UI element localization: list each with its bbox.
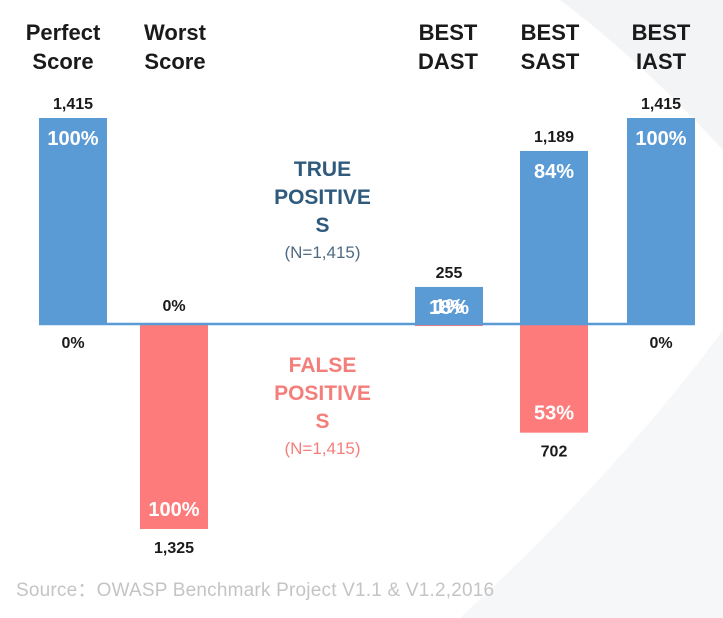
fp-count-label-worst-score: 1,325 xyxy=(154,540,194,557)
category-label-line: BEST xyxy=(631,20,691,45)
fp-percent-label-perfect-score: 0% xyxy=(61,335,84,352)
title-line: POSITIVE xyxy=(274,382,371,405)
fp-bar-worst-score xyxy=(140,324,208,529)
category-label-line: Score xyxy=(144,49,206,74)
fp-percent-label-best-iast: 0% xyxy=(649,335,672,352)
false-positives-n: (N=1,415) xyxy=(284,439,361,458)
fp-percent-label-worst-score: 100% xyxy=(148,499,199,521)
category-label-line: BEST xyxy=(520,20,580,45)
tp-bar-best-dast xyxy=(415,286,483,324)
tp-percent-label-worst-score: 0% xyxy=(162,298,185,315)
tp-bar-best-iast xyxy=(627,118,695,324)
category-label-best-iast: BEST IAST xyxy=(616,18,706,76)
category-label-worst-score: Worst Score xyxy=(130,18,220,76)
tp-percent-label-perfect-score: 100% xyxy=(47,128,98,150)
category-label-line: IAST xyxy=(635,49,687,74)
tp-percent-label-best-iast: 100% xyxy=(635,128,686,150)
tp-count-label-best-iast: 1,415 xyxy=(641,96,681,113)
tp-count-label-perfect-score: 1,415 xyxy=(53,96,93,113)
tp-bar-perfect-score xyxy=(39,118,107,324)
false-positives-title: FALSE POSITIVE S xyxy=(245,352,400,436)
true-positives-n: (N=1,415) xyxy=(284,243,361,262)
category-label-line: Score xyxy=(32,49,94,74)
title-line: S xyxy=(315,410,330,433)
title-line: S xyxy=(315,214,330,237)
category-label-line: Perfect xyxy=(25,20,101,45)
fp-count-label-best-sast: 702 xyxy=(541,444,568,461)
title-line: TRUE xyxy=(293,158,352,181)
category-label-line: BEST xyxy=(418,20,478,45)
true-positives-title: TRUE POSITIVE S xyxy=(245,156,400,240)
category-label-best-sast: BEST SAST xyxy=(505,18,595,76)
fp-percent-label-best-dast: 1% xyxy=(435,296,464,318)
tp-percent-label-best-sast: 84% xyxy=(534,161,574,183)
category-label-best-dast: BEST DAST xyxy=(403,18,493,76)
category-label-line: Worst xyxy=(144,20,206,45)
tp-percent-label-best-dast: 18% xyxy=(429,297,469,319)
title-line: FALSE xyxy=(288,354,357,377)
tp-count-label-best-sast: 1,189 xyxy=(534,129,574,146)
source-note: Source：OWASP Benchmark Project V1.1 & V1… xyxy=(16,580,495,601)
category-label-line: DAST xyxy=(418,49,478,74)
fp-bar-best-sast xyxy=(520,324,588,433)
tp-bar-best-sast xyxy=(520,150,588,324)
title-line: POSITIVE xyxy=(274,186,371,209)
category-label-perfect-score: Perfect Score xyxy=(18,18,108,76)
tp-count-label-best-dast: 255 xyxy=(436,265,463,282)
fp-percent-label-best-sast: 53% xyxy=(534,403,574,425)
category-label-line: SAST xyxy=(520,49,580,74)
